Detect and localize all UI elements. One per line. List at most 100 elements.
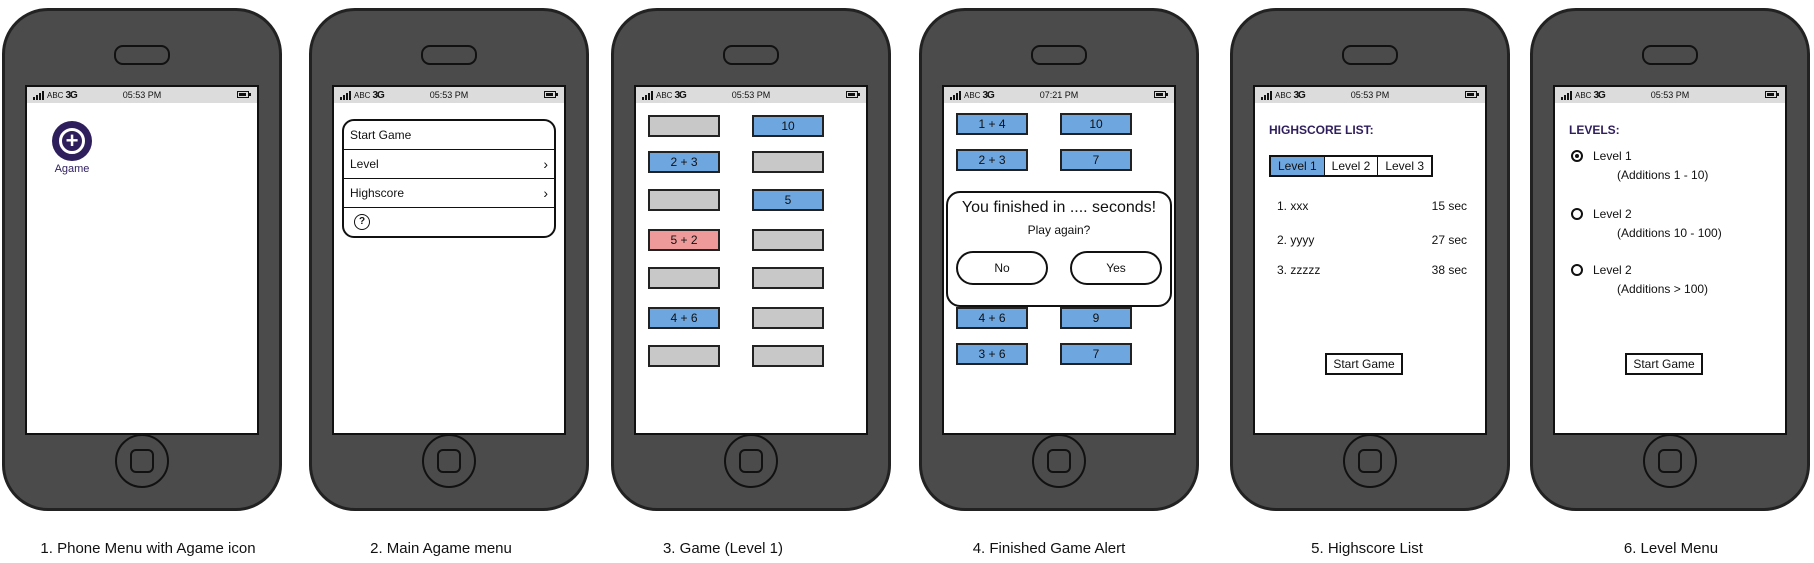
tab-level-3[interactable]: Level 3 xyxy=(1385,159,1425,173)
speaker xyxy=(114,45,170,65)
level-detail: (Additions 10 - 100) xyxy=(1617,226,1722,240)
speaker xyxy=(421,45,477,65)
phone-5: ABC 3G 05:53 PM HIGHSCORE LIST: Level 1 … xyxy=(1230,8,1510,511)
finished-alert-dialog: You finished in .... seconds! Play again… xyxy=(946,191,1172,307)
status-bar: ABC 3G 05:53 PM xyxy=(1255,87,1485,103)
home-button[interactable] xyxy=(115,434,169,488)
caption-finished-alert: 4. Finished Game Alert xyxy=(972,540,1126,557)
signal-icon xyxy=(950,90,961,100)
phone-3: ABC 3G 05:53 PM 10 2 + 3 5 5 + 2 4 + 6 xyxy=(611,8,891,511)
game-tile[interactable]: 1 + 4 xyxy=(956,113,1028,135)
score-time: 38 sec xyxy=(1431,263,1467,277)
level-tabs: Level 1 Level 2 Level 3 xyxy=(1269,155,1433,177)
radio-unselected-icon[interactable] xyxy=(1571,264,1583,276)
level-label: Level 1 xyxy=(1593,149,1632,163)
page-title: HIGHSCORE LIST: xyxy=(1269,123,1374,137)
list-item: 2. yyyy 27 sec xyxy=(1277,233,1467,247)
screen-phone-menu: ABC 3G 05:53 PM + Agame xyxy=(25,85,259,435)
game-tile[interactable] xyxy=(752,151,824,173)
status-bar: ABC 3G 05:53 PM xyxy=(334,87,564,103)
caption-highscore: 5. Highscore List xyxy=(1311,540,1423,557)
caption-main-menu: 2. Main Agame menu xyxy=(370,540,512,557)
home-button[interactable] xyxy=(724,434,778,488)
menu-item-level[interactable]: Level › xyxy=(344,150,554,179)
radio-unselected-icon[interactable] xyxy=(1571,208,1583,220)
status-bar: ABC 3G 05:53 PM xyxy=(636,87,866,103)
speaker xyxy=(1031,45,1087,65)
game-tile[interactable] xyxy=(752,267,824,289)
game-tile[interactable] xyxy=(752,229,824,251)
game-tile[interactable]: 2 + 3 xyxy=(956,149,1028,171)
menu-item-help[interactable]: ? xyxy=(344,208,554,236)
game-tile[interactable]: 3 + 6 xyxy=(956,343,1028,365)
game-tile[interactable]: 9 xyxy=(1060,307,1132,329)
game-tile[interactable]: 2 + 3 xyxy=(648,151,720,173)
no-button[interactable]: No xyxy=(956,251,1048,285)
screen-highscore: ABC 3G 05:53 PM HIGHSCORE LIST: Level 1 … xyxy=(1253,85,1487,435)
game-tile[interactable]: 7 xyxy=(1060,149,1132,171)
level-option-3[interactable]: Level 2 (Additions > 100) xyxy=(1571,263,1708,296)
menu-item-highscore[interactable]: Highscore › xyxy=(344,179,554,208)
tab-level-2[interactable]: Level 2 xyxy=(1325,157,1379,175)
battery-icon xyxy=(237,91,251,98)
game-tile[interactable]: 7 xyxy=(1060,343,1132,365)
phone-4: ABC 3G 07:21 PM 1 + 4 10 2 + 3 7 4 + 6 9 3 + 6… xyxy=(919,8,1199,511)
carrier-label: ABC xyxy=(656,90,673,100)
battery-icon xyxy=(846,91,860,98)
signal-icon xyxy=(642,90,653,100)
game-tile[interactable] xyxy=(648,189,720,211)
screen-level-menu: ABC 3G 05:53 PM LEVELS: Level 1 (Additio… xyxy=(1553,85,1787,435)
status-time: 07:21 PM xyxy=(1039,90,1079,100)
level-option-2[interactable]: Level 2 (Additions 10 - 100) xyxy=(1571,207,1722,240)
speaker xyxy=(1342,45,1398,65)
start-game-button[interactable]: Start Game xyxy=(1325,353,1403,375)
phone-1: ABC 3G 05:53 PM + Agame xyxy=(2,8,282,511)
status-time: 05:53 PM xyxy=(429,90,469,100)
status-time: 05:53 PM xyxy=(1650,90,1690,100)
status-time: 05:53 PM xyxy=(1350,90,1390,100)
game-tile[interactable]: 5 xyxy=(752,189,824,211)
network-label: 3G xyxy=(982,89,994,101)
game-tile[interactable]: 10 xyxy=(1060,113,1132,135)
speaker xyxy=(1642,45,1698,65)
home-button[interactable] xyxy=(1032,434,1086,488)
game-tile[interactable]: 4 + 6 xyxy=(956,307,1028,329)
score-time: 27 sec xyxy=(1431,233,1467,247)
game-tile[interactable]: 4 + 6 xyxy=(648,307,720,329)
game-tile[interactable] xyxy=(752,307,824,329)
game-tile[interactable] xyxy=(648,115,720,137)
tab-level-1[interactable]: Level 1 xyxy=(1271,157,1325,175)
plus-icon: + xyxy=(59,128,85,154)
network-label: 3G xyxy=(1593,89,1605,101)
phone-6: ABC 3G 05:53 PM LEVELS: Level 1 (Additio… xyxy=(1530,8,1810,511)
chevron-right-icon: › xyxy=(543,185,548,201)
level-label: Level 2 xyxy=(1593,263,1632,277)
game-tile[interactable] xyxy=(648,345,720,367)
agame-app-icon[interactable]: + Agame xyxy=(49,121,95,175)
game-tile[interactable]: 10 xyxy=(752,115,824,137)
game-tile[interactable] xyxy=(648,267,720,289)
level-label: Level 2 xyxy=(1593,207,1632,221)
level-option-1[interactable]: Level 1 (Additions 1 - 10) xyxy=(1571,149,1708,182)
status-bar: ABC 3G 07:21 PM xyxy=(944,87,1174,103)
battery-icon xyxy=(1465,91,1479,98)
network-label: 3G xyxy=(372,89,384,101)
home-button[interactable] xyxy=(1643,434,1697,488)
network-label: 3G xyxy=(1293,89,1305,101)
home-button[interactable] xyxy=(1343,434,1397,488)
signal-icon xyxy=(1561,90,1572,100)
speaker xyxy=(723,45,779,65)
main-menu: Start Game Level › Highscore › ? xyxy=(342,119,556,238)
level-detail: (Additions 1 - 10) xyxy=(1617,168,1709,182)
game-tile[interactable]: 5 + 2 xyxy=(648,229,720,251)
game-tile[interactable] xyxy=(752,345,824,367)
home-button[interactable] xyxy=(422,434,476,488)
start-game-button[interactable]: Start Game xyxy=(1625,353,1703,375)
score-time: 15 sec xyxy=(1431,199,1467,213)
radio-selected-icon[interactable] xyxy=(1571,150,1583,162)
status-bar: ABC 3G 05:53 PM xyxy=(27,87,257,103)
menu-item-start-game[interactable]: Start Game xyxy=(344,121,554,150)
app-label: Agame xyxy=(54,163,90,175)
yes-button[interactable]: Yes xyxy=(1070,251,1162,285)
menu-item-label: Start Game xyxy=(350,128,412,142)
